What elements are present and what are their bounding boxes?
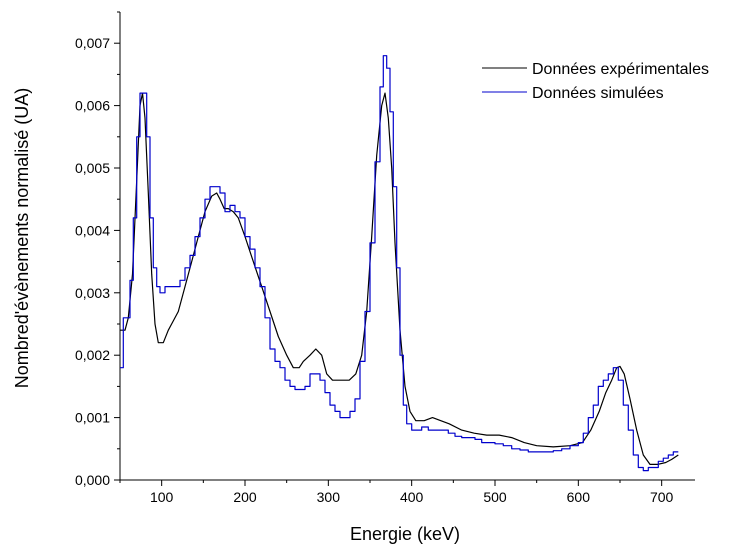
y-tick-label-3: 0,003 (75, 285, 110, 301)
series-line-0 (120, 92, 679, 465)
y-tick-label-1: 0,001 (75, 410, 110, 426)
x-tick-label-200: 200 (233, 489, 257, 505)
series-layer (120, 55, 679, 472)
x-tick-label-600: 600 (567, 489, 591, 505)
x-tick-label-700: 700 (650, 489, 674, 505)
legend-label-experimental: Données expérimentales (532, 61, 709, 78)
x-ticks: 100 200 300 400 500 600 700 (119, 480, 674, 505)
y-tick-label-2: 0,002 (75, 347, 110, 363)
y-tick-label-4: 0,004 (75, 222, 110, 238)
y-ticks: 0,000 0,001 0,002 0,003 0,004 0,005 0,006 0,007 (75, 11, 120, 488)
legend-label-simulated: Données simulées (532, 85, 664, 102)
y-tick-label-7: 0,007 (75, 35, 110, 51)
y-tick-label-0: 0,000 (75, 472, 110, 488)
axes (119, 12, 695, 481)
y-tick-label-5: 0,005 (75, 160, 110, 176)
y-axis-title: Nombred'évènements normalisé (UA) (12, 88, 32, 389)
x-axis-title: Energie (keV) (350, 524, 460, 544)
x-tick-label-400: 400 (400, 489, 424, 505)
x-tick-label-100: 100 (150, 489, 174, 505)
legend: Données expérimentales Données simulées (482, 61, 709, 102)
x-tick-label-300: 300 (317, 489, 341, 505)
y-tick-label-6: 0,006 (75, 98, 110, 114)
x-tick-label-500: 500 (483, 489, 507, 505)
series-line-1 (120, 55, 679, 472)
